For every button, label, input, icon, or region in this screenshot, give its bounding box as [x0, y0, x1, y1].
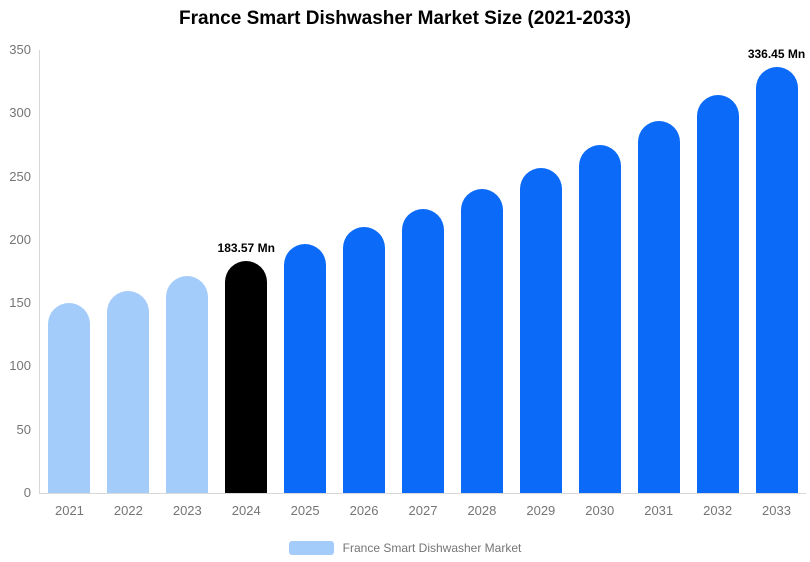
bar-column-2023: 2023: [158, 50, 217, 518]
bar-2022[interactable]: [107, 290, 150, 493]
bar-2033[interactable]: [755, 67, 798, 493]
bar-2027[interactable]: [401, 208, 444, 493]
bar-column-2033: 336.45 Mn 2033: [747, 47, 806, 518]
x-axis-label-2024: 2024: [231, 503, 261, 518]
x-axis-label-2025: 2025: [290, 503, 320, 518]
bar-2032[interactable]: [696, 94, 739, 493]
bar-column-2027: 2027: [394, 50, 453, 518]
x-axis-label-2032: 2032: [703, 503, 733, 518]
legend-label: France Smart Dishwasher Market: [342, 541, 522, 555]
x-axis-label-2021: 2021: [54, 503, 84, 518]
bar-column-2029: 2029: [511, 50, 570, 518]
value-label-2024: 183.57 Mn: [217, 240, 275, 255]
bars-container: 2021 2022 2023 183.57 Mn 2024 2025 2026 2027 202…: [40, 47, 806, 518]
chart-title: France Smart Dishwasher Market Size (202…: [179, 8, 631, 29]
bar-column-2022: 2022: [99, 50, 158, 518]
x-axis-label-2029: 2029: [526, 503, 556, 518]
bar-column-2021: 2021: [40, 50, 99, 518]
y-tick-label-100: 100: [9, 358, 31, 374]
bar-2024[interactable]: [225, 260, 268, 493]
x-axis-label-2023: 2023: [172, 503, 202, 518]
plot-area: 2021 2022 2023 183.57 Mn 2024 2025 2026 2027 202…: [39, 47, 806, 518]
bar-column-2028: 2028: [452, 50, 511, 518]
legend[interactable]: France Smart Dishwasher Market: [0, 541, 810, 555]
x-axis-label-2033: 2033: [762, 503, 791, 518]
y-tick-label-350: 350: [9, 42, 31, 57]
bar-2030[interactable]: [578, 145, 621, 493]
bar-2028[interactable]: [460, 188, 503, 493]
bar-2023[interactable]: [166, 275, 209, 493]
bar-2029[interactable]: [519, 167, 562, 493]
bar-column-2026: 2026: [335, 50, 394, 518]
bar-column-2025: 2025: [276, 50, 335, 518]
x-axis-label-2028: 2028: [467, 503, 497, 518]
bar-column-2031: 2031: [629, 50, 688, 518]
y-tick-label-200: 200: [9, 231, 31, 247]
y-tick-label-0: 0: [23, 485, 31, 500]
bar-2026[interactable]: [343, 227, 386, 493]
bar-2031[interactable]: [637, 120, 680, 493]
legend-swatch: [288, 541, 334, 555]
x-axis-label-2026: 2026: [349, 503, 379, 518]
value-label-2033: 336.45 Mn: [747, 47, 806, 62]
bar-column-2024: 183.57 Mn 2024: [217, 50, 276, 518]
y-tick-label-300: 300: [9, 105, 31, 121]
y-tick-label-150: 150: [9, 295, 31, 311]
x-axis-label-2030: 2030: [585, 503, 615, 518]
y-tick-label-50: 50: [16, 421, 31, 437]
x-axis-label-2027: 2027: [408, 503, 438, 518]
bar-2025[interactable]: [284, 244, 327, 493]
bar-2021[interactable]: [48, 303, 91, 493]
x-axis-label-2031: 2031: [644, 503, 674, 518]
x-axis-label-2022: 2022: [113, 503, 143, 518]
y-tick-label-250: 250: [9, 168, 31, 184]
bar-column-2030: 2030: [570, 50, 629, 518]
bar-column-2032: 2032: [688, 50, 747, 518]
